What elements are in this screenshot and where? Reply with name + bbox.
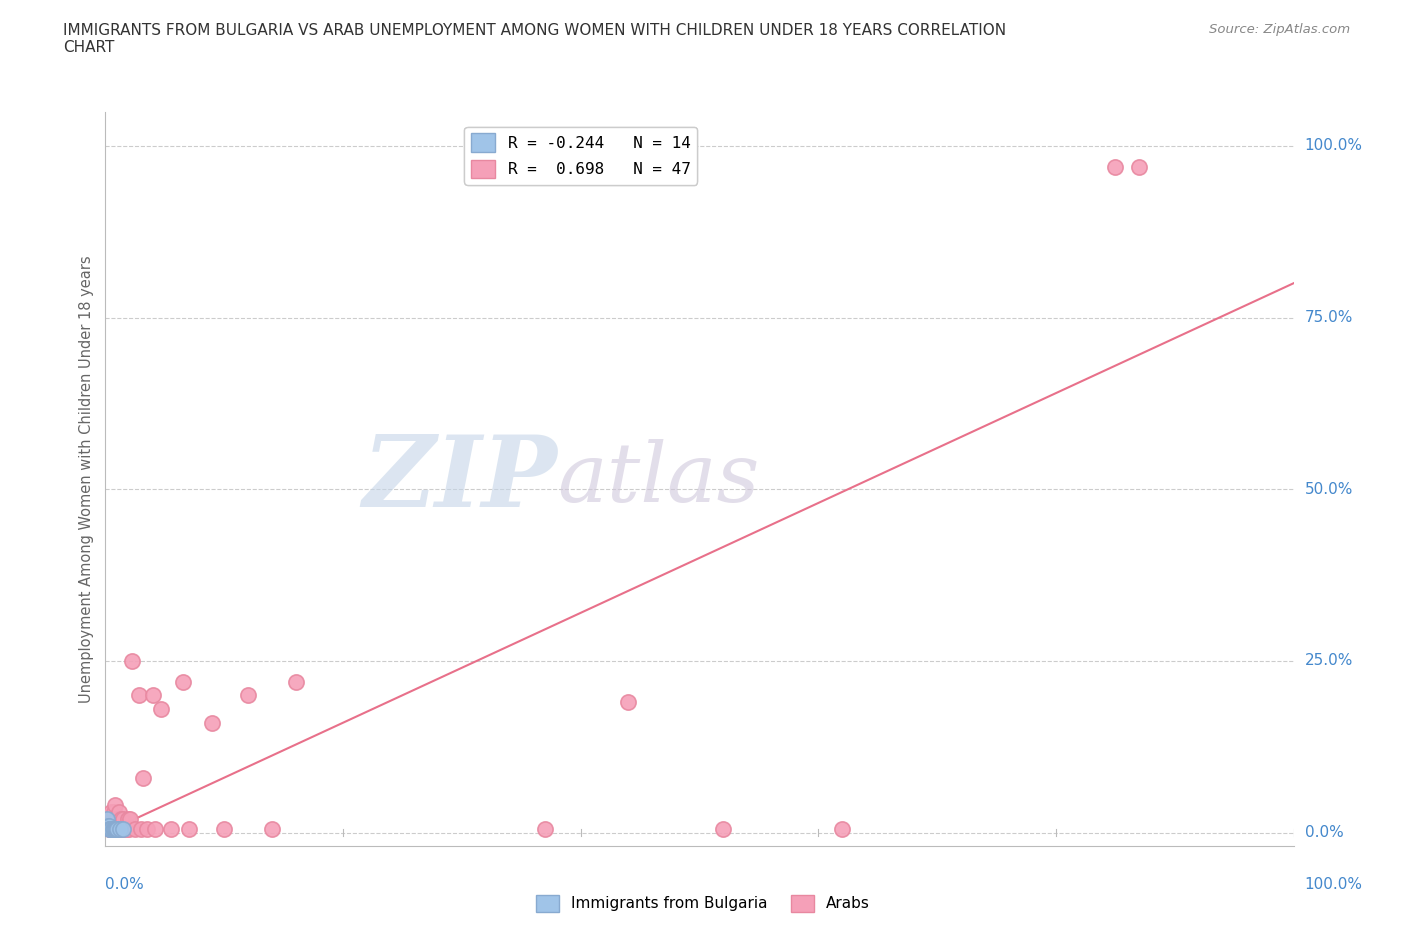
Text: 100.0%: 100.0% xyxy=(1305,139,1362,153)
Point xyxy=(143,822,166,837)
Point xyxy=(105,811,128,826)
Point xyxy=(103,822,125,837)
Point xyxy=(104,822,127,837)
Point xyxy=(711,822,734,837)
Point xyxy=(177,822,200,837)
Point xyxy=(236,688,259,703)
Point xyxy=(105,811,128,826)
Text: 75.0%: 75.0% xyxy=(1305,310,1353,325)
Point xyxy=(98,822,121,837)
Point xyxy=(121,654,143,669)
Point xyxy=(111,822,134,837)
Point xyxy=(100,804,122,819)
Point xyxy=(104,798,127,813)
Point xyxy=(108,822,131,837)
Point xyxy=(260,822,283,837)
Text: atlas: atlas xyxy=(557,439,759,519)
Point xyxy=(114,822,136,837)
Point xyxy=(97,818,120,833)
Text: 0.0%: 0.0% xyxy=(1305,825,1343,840)
Point xyxy=(129,822,152,837)
Point xyxy=(108,822,131,837)
Point xyxy=(112,822,135,837)
Point xyxy=(617,695,640,710)
Legend: Immigrants from Bulgaria, Arabs: Immigrants from Bulgaria, Arabs xyxy=(530,889,876,918)
Point xyxy=(103,822,125,837)
Text: CHART: CHART xyxy=(63,40,115,55)
Point xyxy=(98,822,121,837)
Point xyxy=(120,811,142,826)
Point xyxy=(103,804,125,819)
Point xyxy=(101,811,124,826)
Point xyxy=(101,822,124,837)
Text: 0.0%: 0.0% xyxy=(105,877,145,892)
Point xyxy=(118,822,141,837)
Point xyxy=(201,715,224,730)
Point xyxy=(284,674,307,689)
Y-axis label: Unemployment Among Women with Children Under 18 years: Unemployment Among Women with Children U… xyxy=(79,255,94,703)
Point xyxy=(1104,159,1126,174)
Point xyxy=(107,804,129,819)
Point xyxy=(105,822,128,837)
Point xyxy=(136,822,159,837)
Point xyxy=(98,822,121,837)
Point xyxy=(1128,159,1150,174)
Point xyxy=(128,688,150,703)
Text: 100.0%: 100.0% xyxy=(1305,877,1362,892)
Point xyxy=(112,811,135,826)
Point xyxy=(105,822,128,837)
Point xyxy=(96,811,118,826)
Point xyxy=(534,822,557,837)
Legend: R = -0.244   N = 14, R =  0.698   N = 47: R = -0.244 N = 14, R = 0.698 N = 47 xyxy=(464,126,697,184)
Point xyxy=(105,822,128,837)
Point xyxy=(142,688,165,703)
Point xyxy=(115,822,138,837)
Point xyxy=(117,811,139,826)
Point xyxy=(132,770,155,785)
Point xyxy=(98,811,121,826)
Point xyxy=(214,822,236,837)
Point xyxy=(124,822,146,837)
Text: 25.0%: 25.0% xyxy=(1305,654,1353,669)
Text: 50.0%: 50.0% xyxy=(1305,482,1353,497)
Point xyxy=(98,822,121,837)
Point xyxy=(100,822,122,837)
Point xyxy=(150,701,173,716)
Text: IMMIGRANTS FROM BULGARIA VS ARAB UNEMPLOYMENT AMONG WOMEN WITH CHILDREN UNDER 18: IMMIGRANTS FROM BULGARIA VS ARAB UNEMPLO… xyxy=(63,23,1007,38)
Point xyxy=(110,811,132,826)
Point xyxy=(107,822,129,837)
Text: Source: ZipAtlas.com: Source: ZipAtlas.com xyxy=(1209,23,1350,36)
Point xyxy=(172,674,194,689)
Text: ZIP: ZIP xyxy=(361,431,557,527)
Point xyxy=(98,818,121,833)
Point xyxy=(100,822,122,837)
Point xyxy=(100,822,122,837)
Point xyxy=(105,822,128,837)
Point xyxy=(831,822,853,837)
Point xyxy=(159,822,181,837)
